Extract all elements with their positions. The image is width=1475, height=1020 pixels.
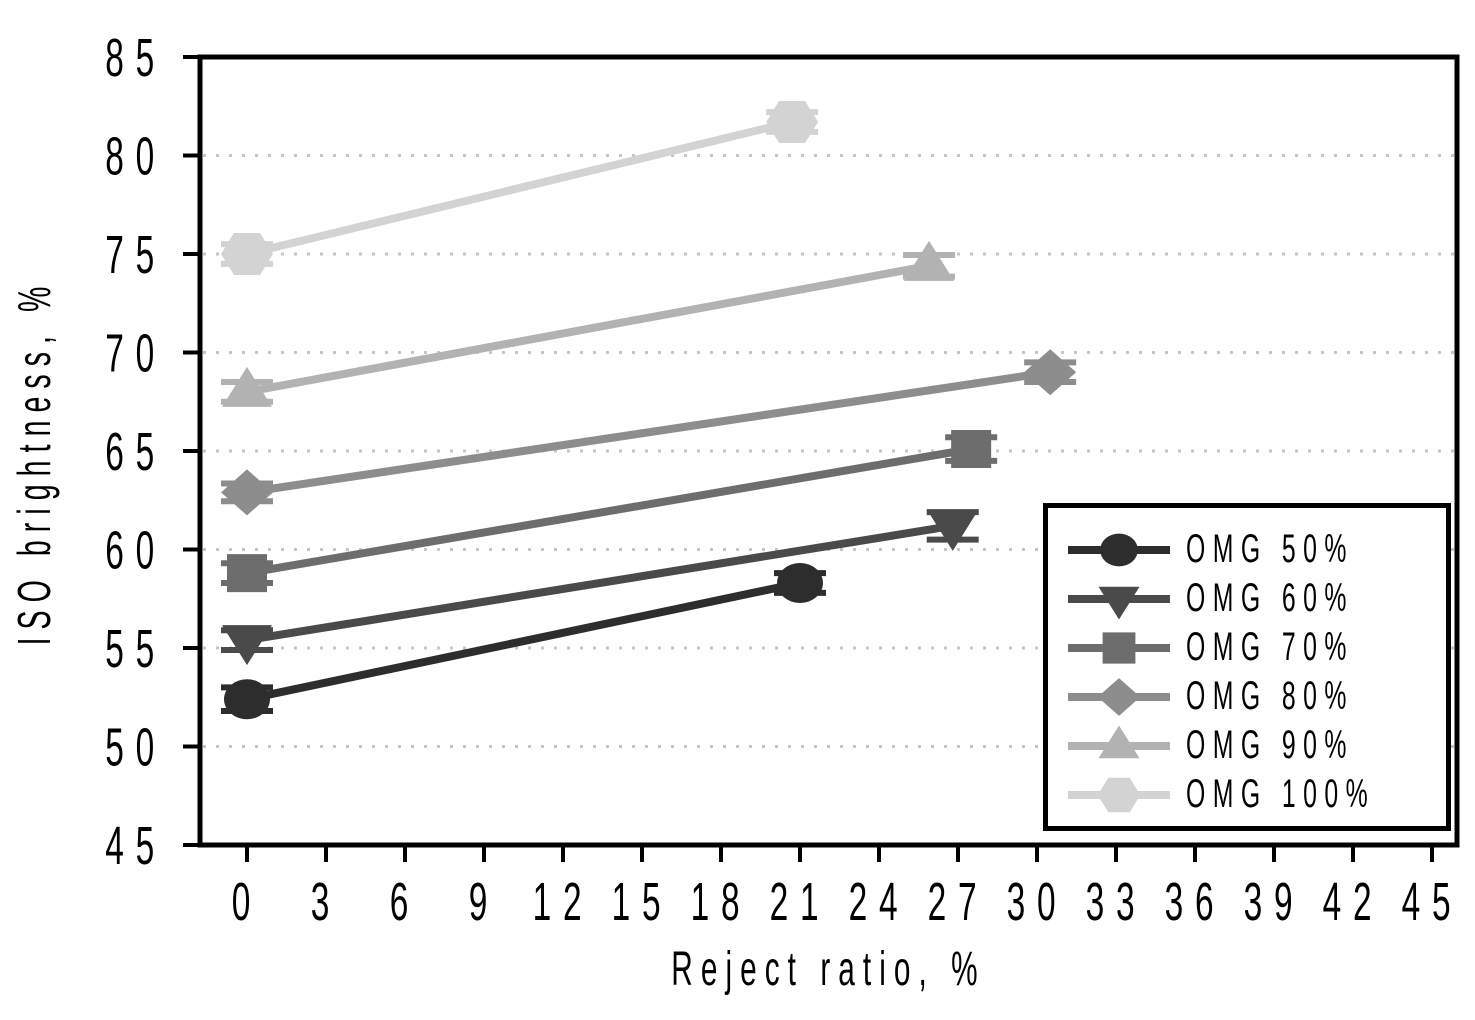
series-omg-50 — [221, 562, 826, 720]
diamond-marker — [221, 469, 273, 516]
y-tick-label: 45 — [105, 815, 166, 876]
legend-label: OMG 70% — [1186, 625, 1354, 669]
x-tick-label: 0 — [232, 871, 262, 932]
legend-marker-square — [1068, 631, 1170, 664]
legend-label: OMG 50% — [1186, 527, 1354, 571]
triangle-up-marker — [904, 240, 955, 281]
legend-marker-triangle-up — [1068, 725, 1170, 758]
series-line — [246, 445, 972, 578]
square-marker — [951, 430, 992, 469]
legend-label: OMG 100% — [1186, 772, 1376, 816]
series-line — [246, 521, 954, 645]
hexagon-marker — [1097, 777, 1141, 812]
legend-label: OMG 80% — [1186, 674, 1354, 718]
y-tick-label: 60 — [105, 519, 166, 580]
x-tick-label: 39 — [1244, 871, 1305, 932]
series-omg-100 — [221, 101, 819, 275]
triangle-down-marker — [222, 625, 272, 666]
triangle-up-marker — [222, 366, 272, 407]
series-omg-90 — [221, 240, 956, 407]
x-tick-label: 24 — [849, 871, 910, 932]
x-tick-label: 21 — [770, 871, 831, 932]
y-tick-label: 55 — [105, 618, 166, 679]
y-axis-title: ISO brightness, % — [8, 278, 60, 646]
series-line — [246, 118, 794, 258]
x-tick-label: 18 — [691, 871, 752, 932]
legend-label: OMG 90% — [1186, 723, 1354, 767]
y-tick-label: 65 — [105, 421, 166, 482]
plot-border — [197, 54, 1460, 848]
series-line — [246, 368, 1051, 497]
circle-marker — [777, 562, 823, 603]
legend-marker-circle — [1068, 533, 1170, 566]
y-tick-label: 85 — [105, 27, 166, 88]
legend-item: OMG 60% — [1066, 574, 1446, 623]
series-line — [246, 261, 930, 396]
square-marker — [227, 554, 267, 593]
x-axis-title: Reject ratio, % — [671, 943, 986, 996]
series-omg-70 — [221, 430, 998, 593]
series-omg-80 — [221, 349, 1077, 516]
y-tick-label: 50 — [105, 716, 166, 777]
legend-item: OMG 50% — [1066, 525, 1446, 574]
y-tick-label: 80 — [105, 125, 166, 186]
x-tick-label: 33 — [1086, 871, 1147, 932]
x-tick-label: 36 — [1165, 871, 1226, 932]
triangle-down-marker — [927, 510, 978, 551]
y-tick-label: 70 — [105, 322, 166, 383]
circle-marker — [224, 679, 270, 720]
diamond-marker — [1097, 677, 1141, 716]
x-tick-label: 9 — [469, 871, 499, 932]
x-tick-label: 3 — [311, 871, 341, 932]
legend-label: OMG 60% — [1186, 576, 1354, 620]
circle-marker — [1100, 533, 1138, 566]
legend-item: OMG 80% — [1066, 672, 1446, 721]
series-omg-60 — [221, 509, 979, 666]
legend-marker-diamond — [1068, 677, 1170, 716]
x-tick-label: 30 — [1007, 871, 1068, 932]
x-tick-label: 6 — [390, 871, 420, 932]
x-tick-label: 42 — [1323, 871, 1384, 932]
x-tick-label: 15 — [612, 871, 673, 932]
legend-marker-triangle-down — [1068, 586, 1170, 619]
y-tick-label: 75 — [105, 224, 166, 285]
triangle-down-marker — [1098, 586, 1140, 619]
triangle-up-marker — [1098, 725, 1140, 758]
diamond-marker — [1024, 349, 1077, 396]
x-tick-label: 45 — [1402, 871, 1463, 932]
square-marker — [1102, 631, 1136, 664]
x-tick-label: 12 — [533, 871, 594, 932]
series-line — [246, 579, 801, 704]
hexagon-marker — [221, 233, 273, 275]
legend-item: OMG 100% — [1066, 770, 1446, 819]
legend-marker-hexagon — [1068, 777, 1170, 812]
x-tick-label: 27 — [928, 871, 989, 932]
legend-item: OMG 90% — [1066, 721, 1446, 770]
legend-item: OMG 70% — [1066, 623, 1446, 672]
legend-box: OMG 50% OMG 60% OMG 70% OMG 80% OMG 90% … — [1043, 503, 1451, 831]
hexagon-marker — [766, 101, 819, 144]
